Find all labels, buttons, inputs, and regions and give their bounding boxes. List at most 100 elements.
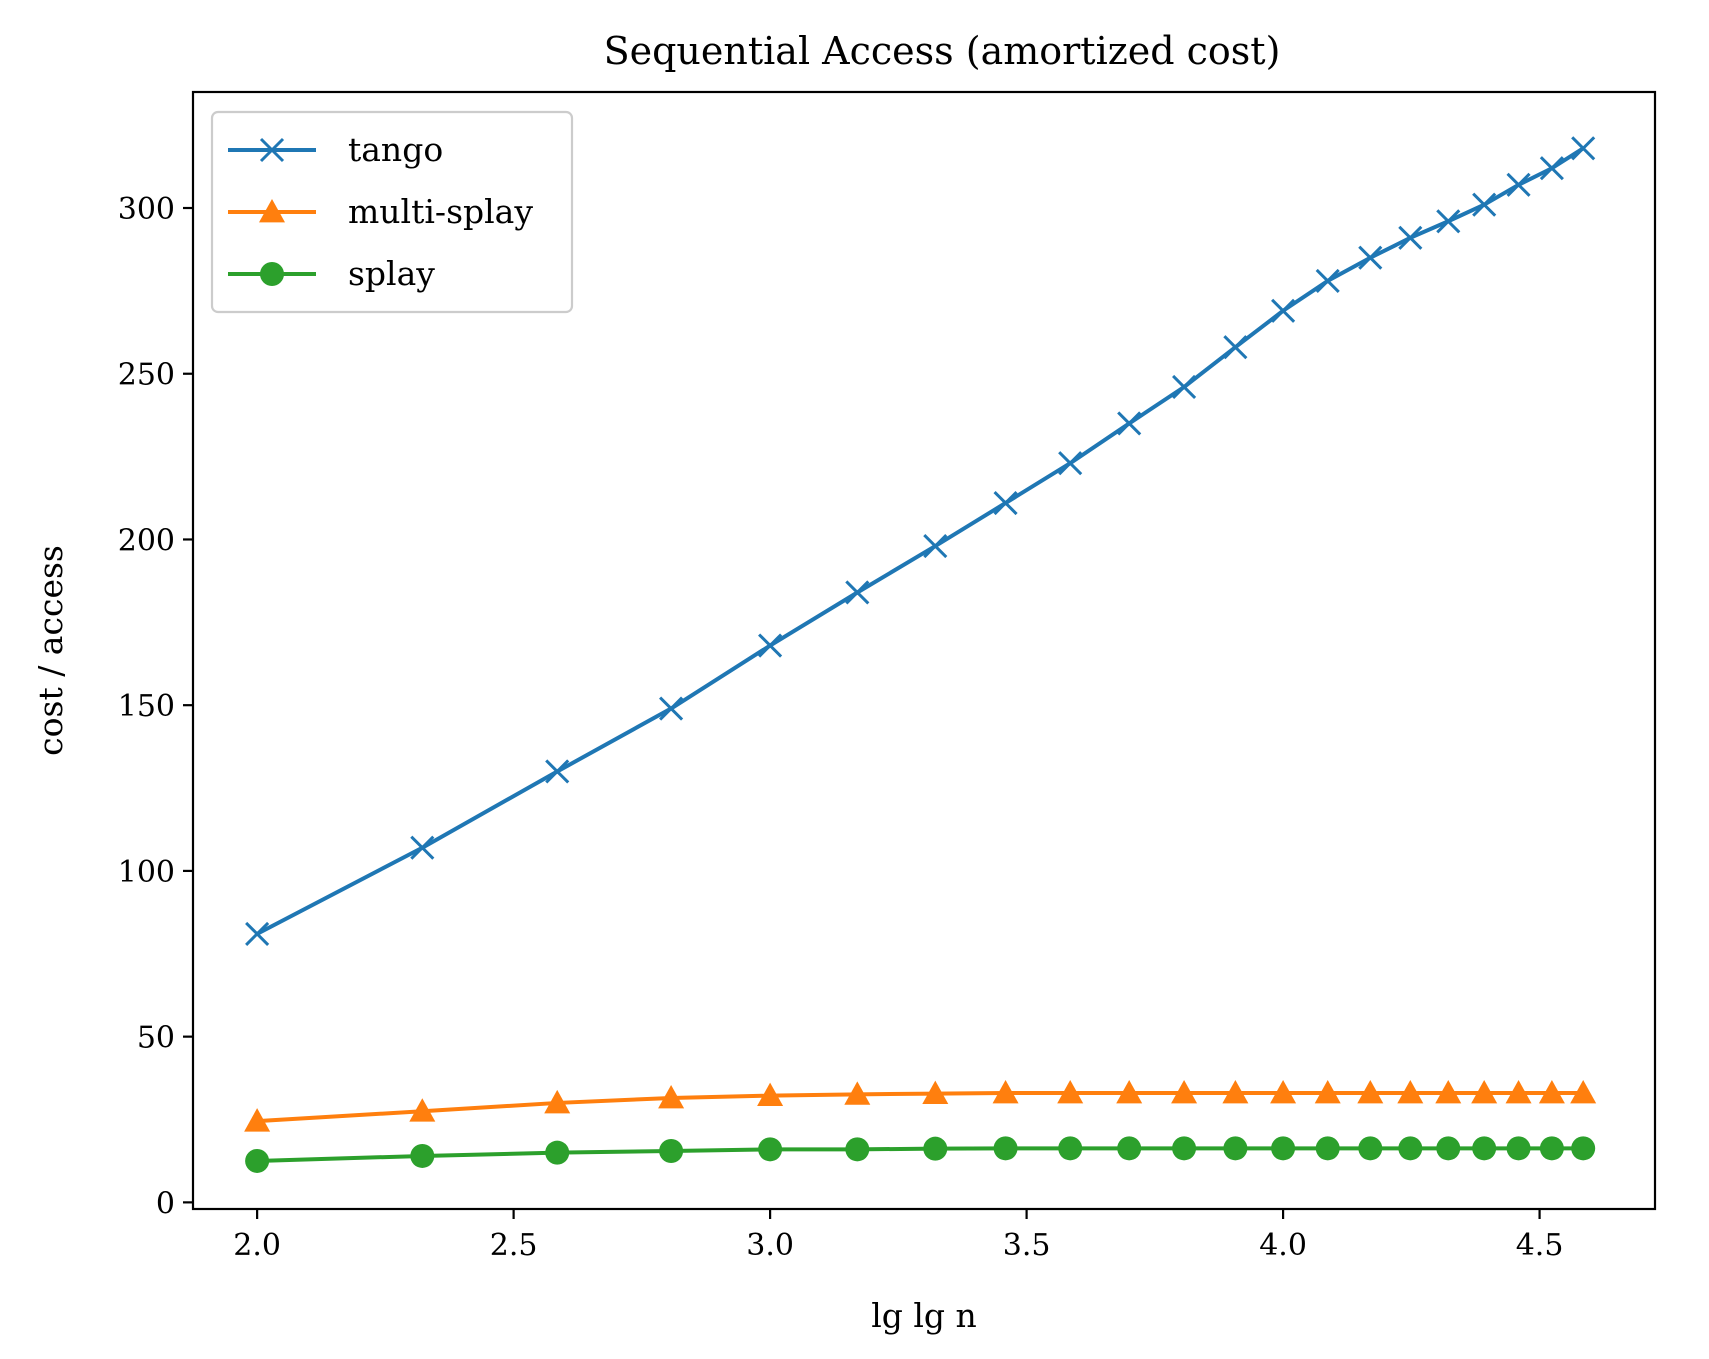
data-point-multi-splay <box>1270 1079 1297 1104</box>
y-tick-label: 150 <box>118 689 175 724</box>
y-axis-label: cost / access <box>31 545 70 756</box>
data-point-splay <box>1472 1136 1497 1161</box>
data-point-splay <box>1506 1136 1531 1161</box>
data-point-splay <box>1271 1136 1296 1161</box>
data-point-tango <box>545 759 570 784</box>
data-point-splay <box>845 1137 870 1162</box>
data-point-multi-splay <box>1314 1079 1341 1104</box>
data-point-splay <box>245 1148 270 1173</box>
data-point-multi-splay <box>544 1089 571 1114</box>
data-point-multi-splay <box>1222 1079 1249 1104</box>
data-point-multi-splay <box>1171 1079 1198 1104</box>
legend-marker <box>259 199 285 223</box>
data-point-splay <box>1539 1136 1564 1161</box>
legend-label: multi-splay <box>348 192 533 231</box>
data-point-splay <box>1436 1136 1461 1161</box>
data-point-multi-splay <box>1505 1079 1532 1104</box>
data-point-multi-splay <box>1435 1079 1462 1104</box>
data-point-multi-splay <box>1357 1079 1384 1104</box>
data-point-multi-splay <box>409 1098 436 1122</box>
x-axis: 2.0 2.5 3.0 3.5 4.0 4.5 <box>233 1209 1563 1263</box>
y-tick-label: 100 <box>118 855 175 890</box>
data-point-splay <box>923 1136 948 1161</box>
series-multi-splay <box>244 1079 1597 1132</box>
x-tick-label: 4.5 <box>1516 1228 1564 1263</box>
data-point-multi-splay <box>757 1082 784 1107</box>
x-tick-label: 3.5 <box>1003 1228 1051 1263</box>
data-point-tango <box>1058 451 1083 476</box>
data-point-splay <box>1398 1136 1423 1161</box>
data-point-tango <box>758 633 783 658</box>
data-point-multi-splay <box>922 1080 949 1105</box>
legend: tango multi-splay splay <box>210 110 574 314</box>
data-point-multi-splay <box>244 1108 271 1132</box>
data-point-multi-splay <box>1116 1079 1143 1104</box>
data-point-splay <box>659 1138 684 1163</box>
data-point-tango <box>1506 172 1531 197</box>
series-tango <box>245 136 1596 946</box>
series-line-multi-splay <box>257 1090 1584 1124</box>
data-point-splay <box>1058 1136 1083 1161</box>
plot-area <box>244 136 1597 1173</box>
series-line-splay <box>257 1146 1584 1163</box>
x-axis-label: lg lg n <box>871 1296 977 1335</box>
data-point-multi-splay <box>992 1079 1019 1104</box>
data-point-multi-splay <box>1471 1079 1498 1104</box>
legend-item-multi-splay: multi-splay <box>228 192 533 231</box>
x-tick-label: 4.0 <box>1259 1228 1307 1263</box>
legend-label: splay <box>348 254 435 293</box>
y-tick-label: 300 <box>118 192 175 227</box>
data-point-tango <box>1223 335 1248 360</box>
data-point-tango <box>1398 225 1423 250</box>
y-axis: 0 50 100 150 200 250 300 <box>118 192 193 1221</box>
legend-frame <box>210 110 574 314</box>
legend-label: tango <box>348 130 443 169</box>
chart-title: Sequential Access (amortized cost) <box>604 29 1281 73</box>
data-point-tango <box>1472 192 1497 217</box>
legend-item-tango: tango <box>228 130 443 169</box>
legend-marker <box>259 137 285 163</box>
y-tick-label: 50 <box>137 1021 175 1056</box>
data-point-tango <box>245 921 270 946</box>
data-point-multi-splay <box>1570 1079 1597 1104</box>
data-point-splay <box>1315 1136 1340 1161</box>
x-tick-label: 2.5 <box>490 1228 538 1263</box>
data-point-multi-splay <box>1057 1079 1084 1104</box>
plot-frame <box>191 90 1657 1211</box>
data-point-splay <box>1358 1136 1383 1161</box>
data-point-tango <box>1358 245 1383 270</box>
y-tick-label: 250 <box>118 358 175 393</box>
data-point-multi-splay <box>844 1081 871 1105</box>
data-point-splay <box>758 1137 783 1162</box>
data-point-splay <box>1223 1136 1248 1161</box>
data-point-tango <box>1117 411 1142 436</box>
data-point-tango <box>923 534 948 559</box>
y-tick-label: 0 <box>156 1186 175 1221</box>
data-point-splay <box>545 1140 570 1165</box>
data-point-tango <box>1172 374 1197 400</box>
data-point-tango <box>410 835 435 860</box>
x-tick-label: 3.0 <box>746 1228 794 1263</box>
x-tick-label: 2.0 <box>233 1228 281 1263</box>
data-point-multi-splay <box>1397 1079 1424 1104</box>
y-tick-label: 200 <box>118 523 175 558</box>
data-point-splay <box>1172 1136 1197 1161</box>
data-point-tango <box>1315 268 1340 293</box>
data-point-multi-splay <box>658 1084 685 1109</box>
series-splay <box>245 1136 1596 1173</box>
data-point-tango <box>1436 209 1461 234</box>
data-point-tango <box>845 580 870 605</box>
data-point-tango <box>993 490 1018 516</box>
data-point-splay <box>993 1136 1018 1161</box>
data-point-splay <box>1571 1136 1596 1161</box>
data-point-tango <box>1271 298 1296 323</box>
legend-item-splay: splay <box>228 254 435 293</box>
data-point-tango <box>1571 136 1596 161</box>
legend-marker <box>260 262 284 286</box>
data-point-splay <box>1117 1136 1142 1161</box>
data-point-tango <box>659 696 684 721</box>
data-point-splay <box>410 1143 435 1168</box>
data-point-tango <box>1539 156 1564 181</box>
data-point-multi-splay <box>1538 1079 1565 1104</box>
